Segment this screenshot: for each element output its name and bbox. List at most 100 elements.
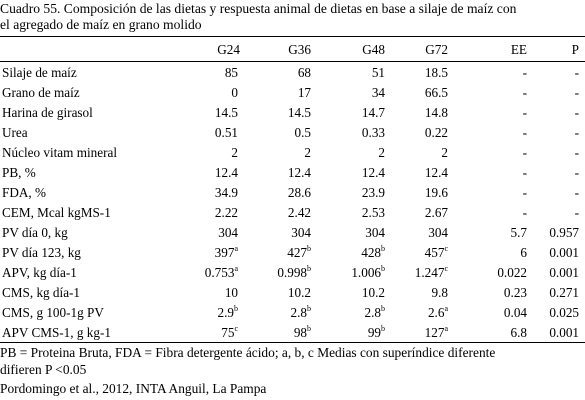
table-row: APV CMS-1, g kg-1 75c 98b 99b 127a 6.8 0.001 bbox=[0, 323, 585, 343]
cell-value: 0.23 bbox=[503, 285, 527, 300]
significance-superscript: b bbox=[381, 263, 385, 273]
row-label: CEM, Mcal kgMS-1 bbox=[2, 205, 111, 220]
cell-value: - bbox=[522, 205, 527, 220]
row-label: CMS, kg día-1 bbox=[2, 285, 81, 300]
cell-g72: 457c bbox=[400, 243, 448, 263]
cell-value: 28.6 bbox=[287, 185, 311, 200]
cell-value: - bbox=[574, 125, 579, 140]
cell-value: 0 bbox=[231, 85, 238, 100]
row-label: APV CMS-1, g kg-1 bbox=[2, 325, 111, 340]
table-row: CMS, kg día-1 10 10.2 10.2 9.8 0.23 0.271 bbox=[0, 283, 585, 303]
cell-ee: 0.022 bbox=[473, 263, 527, 283]
row-label: CMS, g 100-1g PV bbox=[2, 305, 104, 320]
cell-value: 18.5 bbox=[424, 65, 448, 80]
significance-superscript: c bbox=[444, 243, 448, 253]
table-row: Silaje de maíz 85 68 51 18.5 - - bbox=[0, 63, 585, 83]
row-label: PV día 0, kg bbox=[2, 225, 68, 240]
cell-p: - bbox=[535, 203, 579, 223]
cell-value: 68 bbox=[297, 65, 311, 80]
cell-p: 0.001 bbox=[535, 323, 579, 343]
table-row: CMS, g 100-1g PV 2.9b 2.8b 2.8b 2.6a 0.04 0.02… bbox=[0, 303, 585, 323]
cell-value: 0.33 bbox=[361, 125, 385, 140]
cell-value: 2.9 bbox=[217, 305, 234, 320]
cell-value: 0.001 bbox=[549, 325, 579, 340]
cell-value: 304 bbox=[428, 225, 448, 240]
row-label: PB, % bbox=[2, 165, 36, 180]
col-header-ee: EE bbox=[510, 42, 527, 57]
cell-g72: 0.22 bbox=[400, 123, 448, 143]
cell-ee: - bbox=[473, 203, 527, 223]
cell-g24: 2.22 bbox=[190, 203, 238, 223]
table-row: CEM, Mcal kgMS-1 2.22 2.42 2.53 2.67 - - bbox=[0, 203, 585, 223]
cell-value: 2.8 bbox=[290, 305, 307, 320]
table-row: PV día 0, kg 304 304 304 304 5.7 0.957 bbox=[0, 223, 585, 243]
table-row: Núcleo vitam mineral 2 2 2 2 - - bbox=[0, 143, 585, 163]
cell-value: 2.67 bbox=[424, 205, 448, 220]
cell-ee: - bbox=[473, 123, 527, 143]
cell-value: 1.006 bbox=[351, 265, 381, 280]
cell-g48: 2 bbox=[325, 143, 385, 163]
row-label: Grano de maíz bbox=[2, 85, 80, 100]
cell-g48: 2.8b bbox=[325, 303, 385, 323]
cell-value: 85 bbox=[224, 65, 238, 80]
cell-g24: 75c bbox=[190, 323, 238, 343]
table-row: PV día 123, kg 397a 427b 428b 457c 6 0.001 bbox=[0, 243, 585, 263]
cell-p: - bbox=[535, 183, 579, 203]
cell-value: 17 bbox=[297, 85, 311, 100]
col-header-p: P bbox=[571, 42, 579, 57]
cell-value: 2 bbox=[378, 145, 385, 160]
cell-g72: 304 bbox=[400, 223, 448, 243]
cell-value: 2.8 bbox=[364, 305, 381, 320]
cell-g36: 14.5 bbox=[257, 103, 311, 123]
cell-g72: 12.4 bbox=[400, 163, 448, 183]
row-label: Silaje de maíz bbox=[2, 65, 77, 80]
table-row: Grano de maíz 0 17 34 66.5 - - bbox=[0, 83, 585, 103]
cell-g48: 304 bbox=[325, 223, 385, 243]
cell-value: 12.4 bbox=[361, 165, 385, 180]
header-rule bbox=[0, 61, 585, 62]
cell-ee: 6.8 bbox=[473, 323, 527, 343]
table-row: Harina de girasol 14.5 14.5 14.7 14.8 - - bbox=[0, 103, 585, 123]
cell-g48: 1.006b bbox=[325, 263, 385, 283]
cell-value: 9.8 bbox=[431, 285, 448, 300]
cell-p: 0.001 bbox=[535, 263, 579, 283]
significance-superscript: a bbox=[444, 323, 448, 333]
cell-value: - bbox=[522, 145, 527, 160]
cell-value: - bbox=[574, 205, 579, 220]
source-note: Pordomingo et al., 2012, INTA Anguil, La… bbox=[0, 381, 267, 396]
cell-g72: 2.67 bbox=[400, 203, 448, 223]
table-row: FDA, % 34.9 28.6 23.9 19.6 - - bbox=[0, 183, 585, 203]
cell-value: 19.6 bbox=[424, 185, 448, 200]
cell-value: 457 bbox=[424, 245, 445, 260]
cell-value: 14.5 bbox=[214, 105, 238, 120]
significance-superscript: c bbox=[234, 323, 238, 333]
cell-g48: 99b bbox=[325, 323, 385, 343]
cell-value: 10.2 bbox=[287, 285, 311, 300]
row-label: Núcleo vitam mineral bbox=[2, 145, 117, 160]
significance-superscript: b bbox=[381, 323, 385, 333]
cell-value: 0.998 bbox=[277, 265, 307, 280]
cell-g36: 12.4 bbox=[257, 163, 311, 183]
cell-g36: 427b bbox=[257, 243, 311, 263]
cell-value: 2.53 bbox=[361, 205, 385, 220]
cell-value: 2.42 bbox=[287, 205, 311, 220]
cell-value: 99 bbox=[367, 325, 381, 340]
bottom-rule bbox=[0, 342, 585, 343]
cell-g24: 397a bbox=[190, 243, 238, 263]
cell-ee: - bbox=[473, 103, 527, 123]
caption-line-2: el agregado de maíz en grano molido bbox=[0, 17, 202, 32]
significance-superscript: b bbox=[381, 243, 385, 253]
cell-g48: 51 bbox=[325, 63, 385, 83]
table-row: APV, kg día-1 0.753a 0.998b 1.006b 1.247c 0.0… bbox=[0, 263, 585, 283]
cell-g24: 2 bbox=[190, 143, 238, 163]
cell-value: 5.7 bbox=[510, 225, 527, 240]
cell-value: - bbox=[574, 65, 579, 80]
cell-g72: 14.8 bbox=[400, 103, 448, 123]
row-label: APV, kg día-1 bbox=[2, 265, 77, 280]
cell-p: - bbox=[535, 83, 579, 103]
row-label: Harina de girasol bbox=[2, 105, 93, 120]
cell-ee: - bbox=[473, 83, 527, 103]
cell-value: 0.957 bbox=[549, 225, 579, 240]
cell-value: 0.271 bbox=[549, 285, 579, 300]
cell-value: 2 bbox=[441, 145, 448, 160]
